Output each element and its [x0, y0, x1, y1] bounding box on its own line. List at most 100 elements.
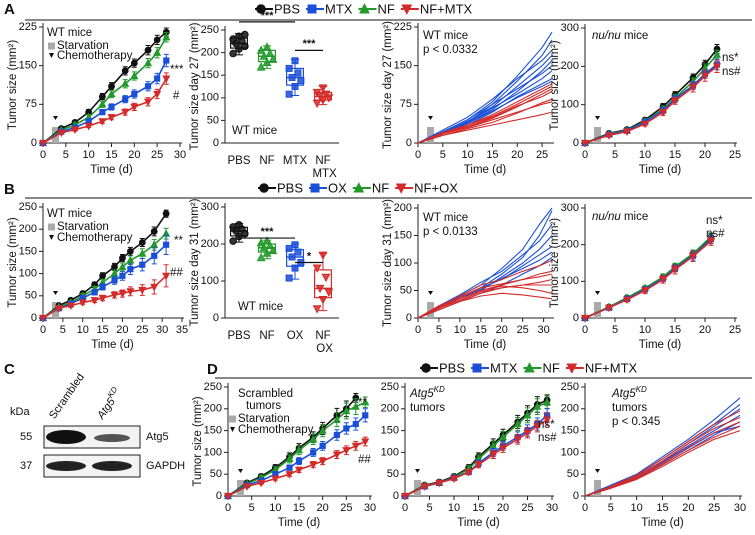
marker	[111, 263, 118, 271]
panel-label: C	[4, 361, 15, 378]
marker	[291, 264, 299, 272]
marker	[315, 284, 325, 294]
x-tick-label: 20	[511, 149, 523, 161]
annotation: ns#	[706, 228, 725, 240]
starvation-bar	[427, 127, 434, 143]
category-label: MTX	[283, 155, 308, 167]
panel-label: A	[4, 1, 15, 18]
annotation: Starvation	[57, 221, 109, 233]
x-tick-label: 0	[415, 324, 421, 336]
annotation: nu/nu mice	[592, 30, 648, 42]
marker	[291, 83, 299, 90]
x-tick-label: 25	[708, 502, 720, 514]
marker	[342, 406, 351, 415]
category-label: NF	[259, 155, 274, 167]
annotation: WT mice	[47, 27, 92, 39]
marker	[241, 30, 249, 39]
marker	[285, 244, 293, 252]
marker	[126, 255, 135, 264]
marker	[294, 69, 302, 77]
marker	[138, 249, 147, 257]
annotation-part: nu/nu	[592, 211, 621, 223]
marker	[162, 272, 171, 281]
starvation-bar	[594, 302, 601, 318]
annotation: Starvation	[57, 40, 109, 52]
marker	[351, 442, 360, 451]
annotation: nu/nu mice	[592, 211, 648, 223]
y-tick-label: 200	[561, 403, 579, 415]
marker	[259, 183, 269, 193]
marker	[107, 114, 116, 122]
x-tick-label: 10	[639, 149, 651, 161]
y-tick-label: 150	[561, 425, 579, 437]
annotation-part: nu/nu	[592, 30, 621, 42]
x-tick-label: 5	[440, 149, 446, 161]
x-tick-label: 5	[60, 324, 66, 336]
x-tick-label: 15	[669, 324, 681, 336]
marker	[288, 73, 296, 81]
y-tick-label: 150	[394, 229, 412, 241]
y-axis-label: Tumor size (mm²)	[7, 40, 19, 130]
y-tick-label: 0	[406, 137, 412, 149]
marker	[285, 274, 293, 282]
marker	[153, 48, 162, 56]
marker	[318, 96, 328, 105]
marker	[604, 304, 614, 313]
marker	[513, 419, 522, 428]
lane-label: Scrambled	[47, 371, 87, 421]
x-axis-label: Time (d)	[639, 339, 682, 351]
x-tick-label: 15	[472, 502, 484, 514]
marker	[70, 126, 80, 135]
series-line	[584, 397, 741, 497]
y-axis-label: Tumor size (mm²)	[549, 218, 561, 308]
x-tick-label: 10	[454, 324, 466, 336]
x-axis-label: Time (d)	[639, 164, 682, 176]
marker	[78, 299, 87, 307]
y-tick-label: 100	[19, 268, 37, 280]
marker	[489, 451, 498, 460]
x-tick-label: 15	[475, 324, 487, 336]
x-axis-label: Time (d)	[464, 164, 507, 176]
annotation: Chemotherapy	[57, 50, 133, 62]
y-tick-label: 100	[561, 275, 579, 287]
marker	[119, 272, 126, 279]
y-axis-label: Tumor size day 27 (mm²)	[189, 22, 201, 150]
legend-label: NF	[542, 360, 559, 375]
marker	[229, 49, 237, 58]
x-tick-label: 30	[156, 324, 168, 336]
kda-label: kDa	[10, 406, 30, 418]
marker	[90, 297, 99, 305]
series-line	[417, 292, 553, 319]
marker	[121, 108, 130, 117]
marker	[130, 71, 139, 80]
marker	[318, 251, 328, 260]
marker	[580, 139, 590, 148]
y-tick-label: 50	[400, 284, 412, 296]
legend-label: MTX	[490, 360, 518, 375]
series-line	[417, 224, 553, 319]
marker	[318, 84, 328, 93]
marker	[312, 264, 322, 273]
legend-label: NF+MTX	[585, 360, 638, 375]
marker	[543, 416, 552, 425]
y-tick-label: 225	[19, 21, 37, 33]
x-tick-label: 30	[538, 324, 550, 336]
legend-icon	[49, 53, 54, 58]
marker	[332, 415, 341, 423]
marker	[262, 236, 272, 245]
marker	[162, 210, 170, 218]
y-tick-label: 200	[561, 60, 579, 72]
x-tick-label: 20	[497, 502, 509, 514]
marker	[670, 266, 680, 275]
annotation: #	[173, 90, 180, 102]
y-tick-label: 100	[381, 446, 399, 458]
marker	[449, 475, 459, 484]
legend-label: NF+OX	[414, 180, 458, 195]
marker	[288, 253, 296, 261]
y-tick-label: 150	[381, 425, 399, 437]
marker	[121, 67, 129, 75]
chemo-mark	[428, 116, 433, 120]
x-tick-label: 25	[729, 324, 741, 336]
x-tick-label: 20	[317, 502, 329, 514]
annotation-part: Atg5	[409, 388, 434, 400]
